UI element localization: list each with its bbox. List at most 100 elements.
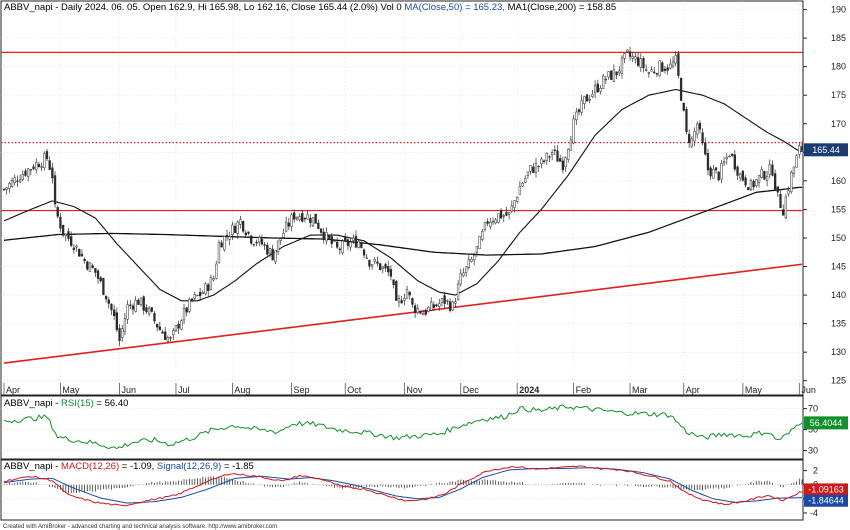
y-tick-label: 130 (831, 347, 846, 357)
candle-body (180, 320, 183, 330)
candle-body (712, 168, 715, 179)
candle (615, 71, 618, 79)
candle (177, 320, 180, 334)
y-tick-label: 140 (831, 290, 846, 300)
candle-body (113, 309, 116, 317)
candle (113, 304, 116, 320)
candle-body (529, 165, 532, 172)
candle-body (379, 263, 382, 270)
candle (29, 168, 33, 176)
candle-body (319, 228, 323, 233)
candle (553, 145, 556, 156)
candle-body (303, 218, 307, 220)
candle (362, 248, 366, 259)
price-pane[interactable]: 1251301351401451501551601651701751801851… (0, 0, 848, 396)
candle (266, 242, 269, 256)
candle (521, 181, 524, 187)
candle-body (792, 166, 796, 174)
last-close-label: 165.44 (812, 145, 840, 155)
candle-body (156, 323, 159, 328)
candle (671, 56, 675, 69)
candle-body (10, 180, 14, 187)
candle (620, 55, 624, 79)
candle-body (389, 269, 393, 277)
candle-body (322, 231, 325, 240)
candle (577, 108, 581, 116)
y-tick-label: 160 (831, 176, 846, 186)
candle-body (64, 233, 67, 236)
candle-body (682, 102, 685, 111)
candle-body (392, 279, 395, 286)
candle-body (709, 167, 712, 177)
candle (744, 175, 747, 188)
candle-body (556, 150, 559, 162)
candle (725, 153, 728, 165)
candle (739, 172, 742, 182)
candle (454, 297, 457, 308)
candle-body (524, 178, 527, 183)
candle-body (32, 166, 35, 170)
candle-body (357, 240, 360, 248)
y-tick-label: 70 (808, 404, 818, 414)
candle-body (344, 237, 347, 242)
candle (258, 235, 261, 247)
macd-pane[interactable]: 20-2-4 -1.09163 -1.84644 ABBV_napi - MAC… (0, 459, 848, 521)
candle-body (575, 111, 578, 121)
candle-body (102, 278, 105, 295)
candle (330, 233, 333, 249)
candle (618, 66, 621, 77)
candle-body (207, 284, 210, 291)
candle (448, 298, 452, 313)
candle-body (198, 291, 202, 297)
candle (497, 213, 500, 224)
candle-body (645, 69, 648, 71)
candle-body (569, 139, 573, 151)
candle-body (784, 196, 788, 218)
candle-body (274, 250, 277, 262)
candle (798, 142, 801, 159)
candle (64, 233, 67, 242)
candle-body (749, 180, 753, 191)
candle-body (730, 153, 734, 156)
candle-body (352, 237, 355, 241)
candle (580, 95, 583, 116)
candle (604, 75, 608, 85)
candle (129, 299, 132, 310)
candle-body (182, 308, 186, 321)
candle-body (787, 190, 790, 195)
candle-body (696, 123, 699, 135)
candle (236, 220, 239, 239)
candle (338, 247, 342, 255)
x-tick-label: Feb (576, 385, 592, 395)
candle-body (577, 109, 581, 113)
candle-body (271, 248, 274, 261)
candle-body (733, 154, 736, 170)
candle (631, 52, 634, 63)
candle (403, 293, 406, 306)
candle-body (532, 166, 535, 173)
candle-body (679, 78, 683, 101)
candle-body (204, 283, 207, 295)
x-tick-label: Apr (686, 385, 700, 395)
candle-body (51, 167, 54, 179)
candle-body (454, 301, 457, 304)
x-tick-label: Jul (178, 385, 190, 395)
candle (556, 145, 559, 162)
candle (250, 234, 253, 246)
candle (669, 58, 672, 70)
y-tick-label: 125 (831, 376, 846, 386)
rsi-pane[interactable]: 30 50 70 56.4044 ABBV_napi - RSI(15) = 56.… (0, 395, 848, 460)
candle-body (188, 299, 191, 312)
candle-body (545, 152, 548, 161)
candle-body (21, 174, 24, 180)
candle (397, 294, 401, 308)
candle-body (225, 235, 229, 237)
candle-body (131, 305, 135, 310)
candle (628, 46, 632, 61)
candle-body (491, 220, 495, 223)
candle-body (580, 100, 583, 113)
candle-body (37, 164, 41, 168)
candle-body (593, 85, 597, 93)
candle-body (158, 326, 161, 331)
candle (639, 53, 642, 72)
